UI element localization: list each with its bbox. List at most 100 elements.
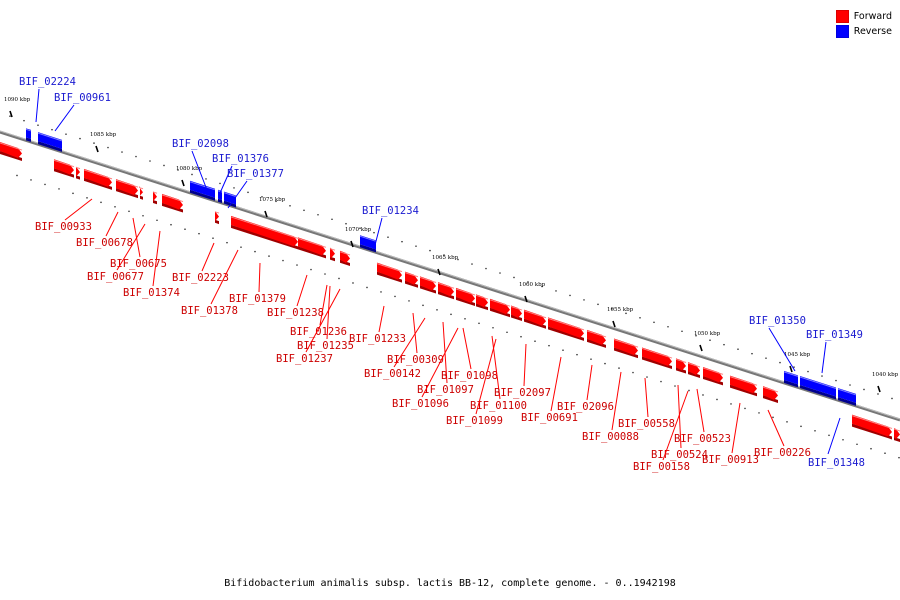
scale-label: 1090 kbp bbox=[4, 97, 31, 103]
scale-dot bbox=[275, 200, 277, 203]
reverse-gene-label: BIF_01377 bbox=[227, 168, 284, 180]
scale-dot bbox=[625, 312, 627, 315]
scale-dot bbox=[492, 326, 494, 329]
scale-dot bbox=[527, 281, 529, 283]
forward-gene-block-shadow bbox=[476, 303, 488, 311]
reverse-leader-line bbox=[821, 341, 827, 374]
reverse-gene-block bbox=[784, 370, 798, 385]
scale-dot bbox=[37, 124, 39, 126]
forward-gene-block-hl bbox=[0, 142, 23, 151]
scale-label: 1045 kbp bbox=[784, 352, 811, 358]
forward-gene-block-shadow bbox=[76, 175, 80, 180]
forward-gene-block-shadow bbox=[340, 259, 350, 266]
legend-forward: Forward bbox=[835, 9, 892, 24]
scale-label: 1075 kbp bbox=[259, 197, 286, 203]
scale-dot bbox=[807, 370, 809, 373]
scale-dot bbox=[65, 133, 67, 135]
forward-gene-label: BIF_01238 bbox=[267, 307, 324, 319]
scale-dot bbox=[821, 375, 823, 377]
forward-leader-line bbox=[586, 364, 593, 401]
forward-gene-block bbox=[703, 366, 723, 383]
reverse-leader-line bbox=[768, 327, 796, 372]
forward-gene-block-hl bbox=[851, 415, 893, 429]
scale-tick bbox=[95, 145, 99, 153]
forward-gene-block-shadow bbox=[420, 285, 436, 294]
scale-dot bbox=[702, 394, 704, 396]
scale-dot bbox=[884, 452, 886, 455]
forward-gene-block-hl bbox=[687, 362, 701, 368]
forward-gene-label: BIF_01100 bbox=[470, 400, 527, 412]
forward-gene-block bbox=[476, 294, 488, 308]
forward-gene-block bbox=[139, 186, 143, 197]
scale-dot bbox=[898, 456, 900, 459]
scale-tick bbox=[264, 210, 268, 218]
forward-leader-line bbox=[201, 242, 215, 272]
reverse-gene-block-shadow bbox=[784, 379, 798, 388]
forward-gene-block bbox=[852, 414, 892, 437]
scale-dot bbox=[779, 361, 781, 364]
forward-gene-block bbox=[420, 276, 436, 291]
reverse-gene-block bbox=[800, 376, 836, 397]
forward-gene-block-shadow bbox=[490, 307, 510, 318]
reverse-gene-block-hl bbox=[799, 376, 837, 389]
scale-dot bbox=[604, 362, 606, 365]
scale-dot bbox=[345, 222, 347, 225]
scale-dot bbox=[23, 119, 25, 122]
forward-gene-label: BIF_01096 bbox=[392, 398, 449, 410]
forward-gene-block-hl bbox=[139, 187, 144, 190]
forward-gene-block-shadow bbox=[298, 246, 326, 259]
scale-dot bbox=[576, 353, 578, 356]
forward-gene-block bbox=[330, 247, 335, 259]
forward-gene-block bbox=[298, 237, 326, 256]
legend: Forward Reverse bbox=[835, 9, 892, 39]
reverse-gene-label: BIF_01234 bbox=[362, 205, 419, 217]
forward-gene-block-hl bbox=[675, 358, 687, 363]
scale-dot bbox=[730, 403, 732, 405]
scale-dot bbox=[842, 438, 844, 441]
forward-gene-block bbox=[377, 262, 402, 280]
forward-gene-label: BIF_02223 bbox=[172, 272, 229, 284]
scale-dot bbox=[541, 285, 543, 288]
scale-dot bbox=[296, 264, 298, 266]
reverse-gene-block-shadow bbox=[838, 397, 856, 406]
reverse-leader-line bbox=[373, 217, 383, 250]
reverse-gene-block-hl bbox=[359, 235, 377, 242]
forward-gene-label: BIF_01235 bbox=[297, 340, 354, 352]
forward-gene-block-shadow bbox=[231, 224, 298, 250]
forward-gene-block-hl bbox=[161, 194, 184, 203]
scale-dot bbox=[373, 231, 375, 234]
scale-dot bbox=[9, 115, 11, 117]
forward-gene-block bbox=[0, 142, 22, 159]
scale-label: 1065 kbp bbox=[432, 255, 459, 261]
scale-dot bbox=[58, 188, 60, 190]
scale-tick bbox=[699, 344, 703, 352]
scale-dot bbox=[800, 425, 802, 428]
forward-gene-block-shadow bbox=[162, 202, 183, 213]
reverse-gene-block-shadow bbox=[38, 141, 62, 152]
scale-dot bbox=[156, 219, 158, 222]
forward-gene-block bbox=[340, 250, 350, 263]
scale-dot bbox=[443, 254, 445, 256]
scale-dot bbox=[863, 388, 865, 391]
forward-gene-block-shadow bbox=[548, 326, 584, 341]
forward-gene-label: BIF_00677 bbox=[87, 271, 144, 283]
forward-gene-block bbox=[688, 362, 700, 375]
forward-leader-line bbox=[462, 327, 472, 370]
forward-leader-line bbox=[378, 305, 385, 333]
forward-gene-block bbox=[587, 329, 606, 345]
forward-gene-block bbox=[116, 179, 138, 196]
forward-gene-block-hl bbox=[53, 159, 75, 168]
forward-gene-block-shadow bbox=[405, 280, 418, 288]
reverse-gene-label: BIF_02098 bbox=[172, 138, 229, 150]
reverse-gene-label: BIF_01349 bbox=[806, 329, 863, 341]
forward-leader-line bbox=[731, 402, 741, 454]
scale-dot bbox=[93, 142, 95, 144]
scale-dot bbox=[121, 151, 123, 153]
forward-leader-line bbox=[696, 388, 705, 433]
reverse-leader-line bbox=[54, 104, 75, 132]
forward-gene-label: BIF_02097 bbox=[494, 387, 551, 399]
forward-gene-block bbox=[763, 386, 778, 400]
reverse-leader-line bbox=[219, 165, 233, 194]
scale-dot bbox=[401, 240, 403, 243]
scale-tick bbox=[181, 179, 185, 187]
